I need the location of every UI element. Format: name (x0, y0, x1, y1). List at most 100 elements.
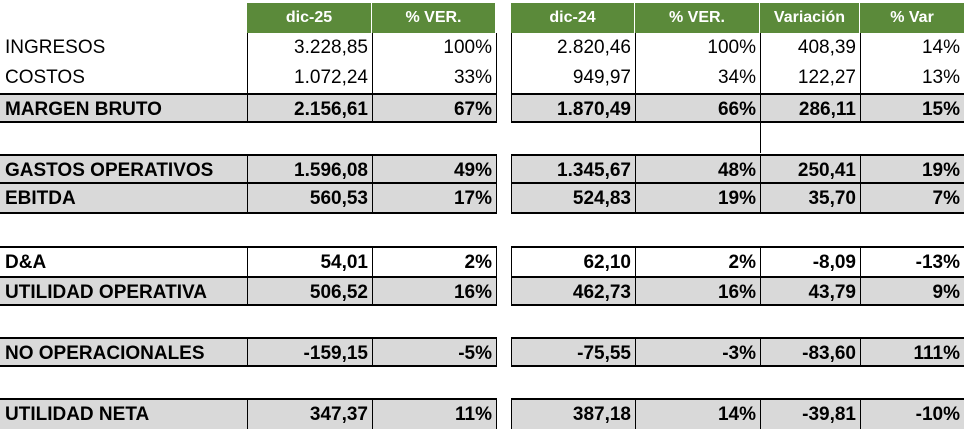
row-label: EBITDA (0, 184, 247, 214)
block-gap (497, 0, 510, 429)
cell-pct-24: 16% (635, 276, 760, 306)
cell-dic-24: 949,97 (572, 67, 631, 88)
cell-dic-24: 2.820,46 (557, 37, 631, 58)
cell-dic-25: 1.596,08 (247, 154, 372, 184)
cell-dic-25: 54,01 (247, 246, 372, 276)
row-label: GASTOS OPERATIVOS (0, 154, 247, 184)
cell-dic-24: 1.870,49 (511, 93, 635, 123)
column-divider (860, 154, 861, 214)
table-row: MARGEN BRUTO 2.156,61 67% 1.870,49 66% 2… (0, 93, 964, 123)
header-pct-ver-24: % VER. (635, 3, 760, 33)
cell-dic-25: 560,53 (247, 184, 372, 214)
cell-pct-25: 2% (372, 246, 496, 276)
cell-pct-25: 11% (372, 398, 496, 429)
cell-dic-25: 3.228,85 (294, 37, 368, 58)
table-row: GASTOS OPERATIVOS 1.596,08 49% 1.345,67 … (0, 154, 964, 184)
cell-pct-25: 16% (372, 276, 496, 306)
cell-pct-25: 17% (372, 184, 496, 214)
row-label: UTILIDAD OPERATIVA (0, 276, 247, 306)
cell-dic-24: 524,83 (511, 184, 635, 214)
cell-pct-24: 48% (635, 154, 760, 184)
cell-dic-24: 462,73 (511, 276, 635, 306)
row-label: MARGEN BRUTO (0, 93, 247, 123)
cell-pct-24: 66% (635, 93, 760, 123)
cell-pct-24: -3% (635, 337, 760, 367)
column-divider (247, 154, 248, 214)
cell-pct-25: -5% (372, 337, 496, 367)
table-row: D&A 54,01 2% 62,10 2% -8,09 -13% (0, 246, 964, 276)
column-divider (247, 33, 248, 123)
cell-dic-24: 1.345,67 (511, 154, 635, 184)
cell-pct-24: 14% (635, 398, 760, 429)
column-divider (635, 337, 636, 367)
header-dic-24: dic-24 (511, 3, 635, 33)
cell-pct-24: 100% (707, 37, 756, 58)
table-row: UTILIDAD NETA 347,37 11% 387,18 14% -39,… (0, 398, 964, 429)
column-divider (372, 154, 373, 214)
cell-variacion: 35,70 (760, 184, 860, 214)
cell-pct-var: 19% (860, 154, 964, 184)
header-row: dic-25 % VER. dic-24 % VER. Variación % … (0, 3, 964, 33)
column-divider (372, 246, 373, 306)
header-pct-ver-25: % VER. (372, 3, 496, 33)
cell-dic-24: 62,10 (511, 246, 635, 276)
cell-variacion: 122,27 (797, 67, 856, 88)
column-divider (860, 246, 861, 306)
cell-variacion: 43,79 (760, 276, 860, 306)
cell-dic-25: 347,37 (247, 398, 372, 429)
column-divider (496, 398, 497, 429)
cell-variacion: 408,39 (797, 37, 856, 58)
header-blank-corner (0, 0, 247, 33)
column-divider (511, 33, 512, 123)
cell-dic-24: 387,18 (511, 398, 635, 429)
cell-dic-25: 2.156,61 (247, 93, 372, 123)
cell-pct-var: 13% (921, 67, 960, 88)
column-divider (496, 154, 497, 214)
column-divider (860, 398, 861, 429)
column-divider (372, 337, 373, 367)
column-divider (247, 337, 248, 367)
column-divider (511, 154, 512, 214)
table-row: EBITDA 560,53 17% 524,83 19% 35,70 7% (0, 184, 964, 214)
cell-pct-var: -13% (860, 246, 964, 276)
cell-dic-25: 1.072,24 (294, 67, 368, 88)
column-divider (496, 337, 497, 367)
row-label: UTILIDAD NETA (0, 398, 247, 429)
column-divider (760, 337, 761, 367)
table-row: INGRESOS 3.228,85 100% 2.820,46 100% 408… (0, 33, 964, 63)
row-label: INGRESOS (5, 37, 106, 58)
header-pct-var: % Var (860, 3, 964, 33)
header-variacion: Variación (760, 3, 860, 33)
column-divider (760, 33, 761, 153)
table-row: UTILIDAD OPERATIVA 506,52 16% 462,73 16%… (0, 276, 964, 306)
column-divider (760, 246, 761, 306)
cell-pct-25: 67% (372, 93, 496, 123)
cell-pct-var: 14% (921, 37, 960, 58)
column-divider (635, 33, 636, 123)
cell-variacion: -83,60 (760, 337, 860, 367)
column-divider (247, 398, 248, 429)
column-divider (511, 337, 512, 367)
column-divider (511, 246, 512, 306)
cell-pct-24: 19% (635, 184, 760, 214)
table-row: NO OPERACIONALES -159,15 -5% -75,55 -3% … (0, 337, 964, 367)
column-divider (760, 154, 761, 214)
column-divider (247, 246, 248, 306)
column-divider (511, 398, 512, 429)
cell-pct-var: 15% (860, 93, 964, 123)
column-divider (860, 337, 861, 367)
column-divider (760, 398, 761, 429)
cell-pct-25: 100% (443, 37, 492, 58)
cell-pct-25: 49% (372, 154, 496, 184)
column-divider (635, 246, 636, 306)
row-label: NO OPERACIONALES (0, 337, 247, 367)
column-divider (860, 33, 861, 123)
cell-variacion: -8,09 (760, 246, 860, 276)
cell-dic-24: -75,55 (511, 337, 635, 367)
row-label: COSTOS (5, 67, 85, 88)
cell-variacion: -39,81 (760, 398, 860, 429)
cell-dic-25: -159,15 (247, 337, 372, 367)
cell-pct-var: 7% (860, 184, 964, 214)
column-divider (372, 398, 373, 429)
